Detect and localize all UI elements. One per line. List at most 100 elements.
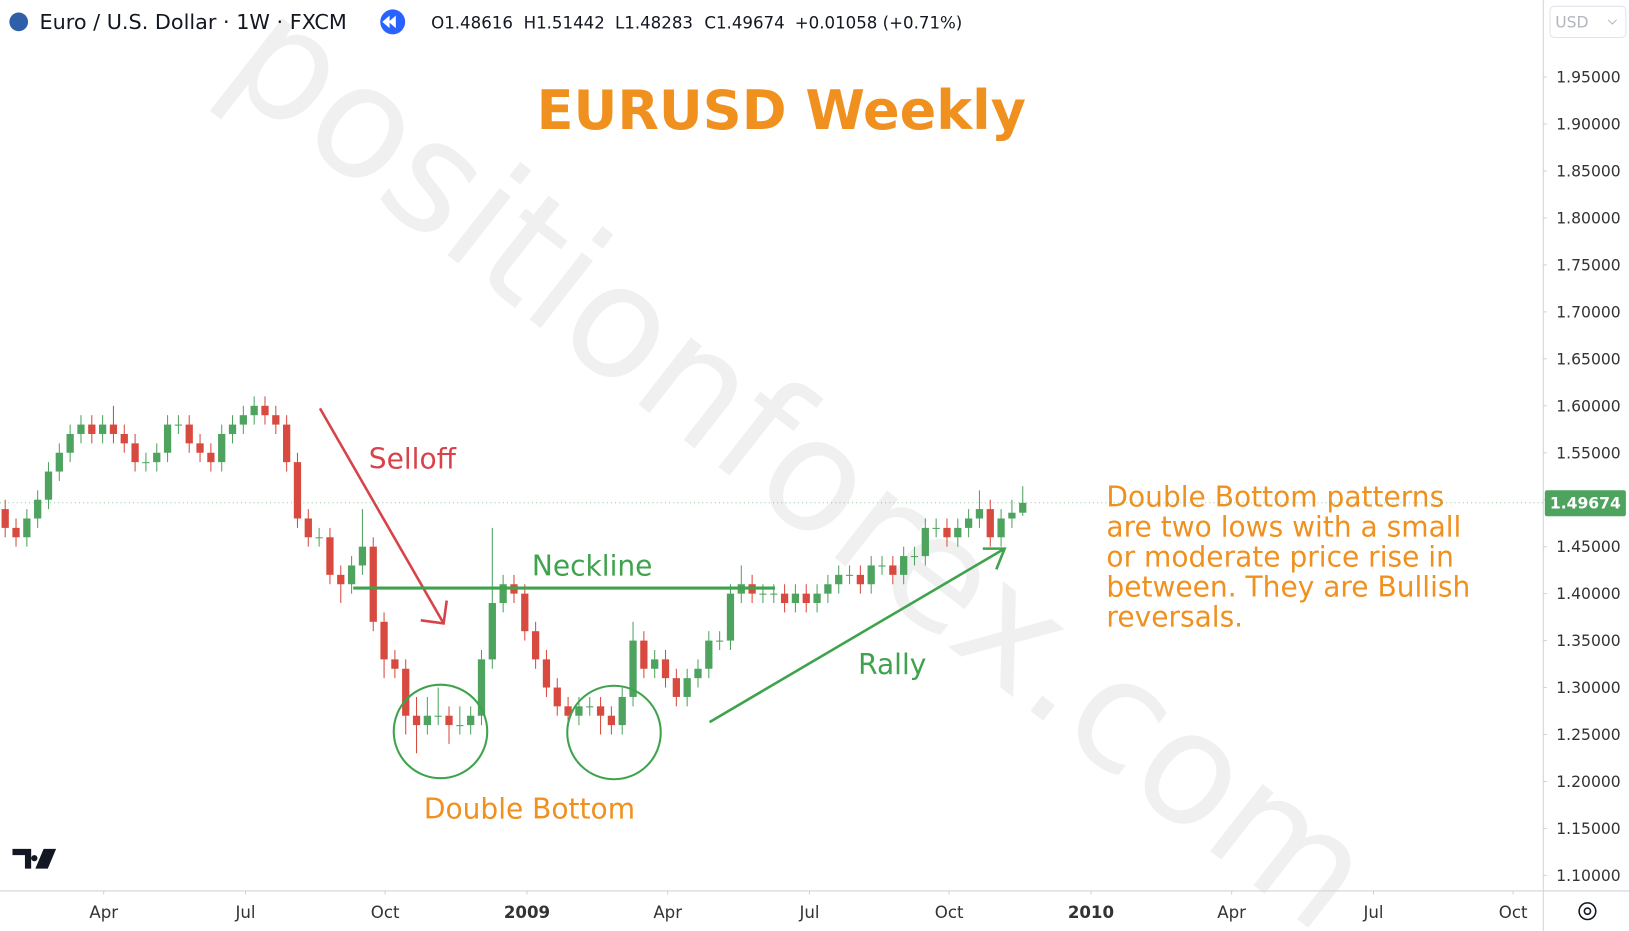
candle-body [683,678,691,697]
candle-body [131,443,139,463]
candle-body [456,725,464,727]
candle-body [239,415,247,425]
candle-body [293,462,302,519]
y-tick-label: 1.10000 [1556,867,1620,885]
dropdown-caret [1607,19,1617,25]
candle-body [34,499,42,519]
candle-body [824,584,832,594]
candles [1,396,1027,754]
candle-body [575,706,583,716]
candle-body [337,574,345,585]
y-tick-label: 1.85000 [1556,163,1620,181]
candle-body [174,424,183,426]
candle-body [921,527,929,557]
candle-body [1019,502,1027,513]
candle-body [358,546,367,566]
symbol: Euro / U.S. Dollar · 1W · FXCM [39,10,346,34]
y-tick-label: 1.20000 [1556,773,1620,791]
candle-body [889,565,897,575]
ohlc-header: O1.48616 H1.51442 L1.48283 C1.49674 +0.01058… [431,13,962,32]
candle-body [975,509,984,519]
candle-body [77,424,85,434]
candle-body [44,471,53,500]
rally-label: Rally [858,648,926,681]
y-tick-label: 1.40000 [1556,585,1620,603]
candle-body [1008,512,1016,519]
candle-body [499,584,507,604]
candle-body [813,593,821,604]
chart-title: EURUSD Weekly [537,79,1026,142]
note-line: are two lows with a small [1106,511,1461,544]
candle-body [477,659,486,716]
candle-body [347,565,356,585]
ohlc-value: C1.49674 [704,13,784,32]
x-tick-label: Oct [935,903,964,922]
y-tick-label: 1.25000 [1556,726,1620,744]
currency-select[interactable] [1549,5,1627,38]
replay-icon [382,15,396,29]
y-tick-label: 1.45000 [1556,538,1620,556]
candle-body [98,424,107,434]
bottom-circle [566,684,662,781]
candle-body [802,593,810,604]
candle-body [120,433,128,444]
candle-body [153,452,161,463]
candle-body [618,696,626,726]
candle-body [770,593,778,595]
candle-body [380,621,388,660]
y-tick-label: 1.95000 [1556,69,1620,87]
candle-body [564,706,572,716]
candle-body [391,659,399,669]
neckline-label: Neckline [532,549,653,582]
candle-body [12,527,20,538]
candle-body [943,527,951,538]
ohlc-value: L1.48283 [615,13,693,32]
ohlc-value: H1.51442 [524,13,605,32]
candle-body [716,640,724,642]
y-tick-label: 1.90000 [1556,116,1620,134]
candle-body [997,518,1005,538]
x-tick-label: Apr [1217,903,1246,922]
rally-arrow [708,547,1006,724]
candle-body [553,687,561,707]
candle-body [88,424,96,434]
candle-body [109,424,118,434]
header: Euro / U.S. Dollar · 1W · FXCM O1.48616 H… [9,9,962,35]
ohlc-value: +0.01058 (+0.71%) [795,13,963,32]
candle-body [488,603,496,660]
candle-body [780,593,789,604]
x-tick-label: 2010 [1068,903,1114,922]
candle-body [542,659,551,688]
candle-body [23,518,31,538]
candle-body [402,668,410,716]
y-tick-label: 1.80000 [1556,209,1620,227]
y-tick-label: 1.55000 [1556,444,1620,462]
candle-body [867,565,875,585]
x-tick-label: Apr [89,903,118,922]
candle-body [878,565,886,567]
rally-arrowhead [982,547,1007,570]
candle-body [66,433,74,453]
x-tick-label: Oct [1499,903,1528,922]
settings-icon [1583,907,1592,916]
candle-body [521,593,529,632]
settings-button[interactable] [1578,902,1597,921]
symbol-icon [9,12,29,32]
candle-body [900,556,908,575]
candle-body [55,452,63,472]
y-tick-label: 1.15000 [1556,820,1620,838]
x-tick-label: 2009 [504,903,550,922]
candle-body [954,527,962,538]
bottom-circle [392,683,489,780]
candle-body [672,678,680,697]
x-tick-label: Oct [371,903,400,922]
candle-body [964,518,973,528]
candle-body [369,546,377,622]
x-tick-label: Jul [1362,903,1383,922]
note-line: Double Bottom patterns [1106,481,1444,514]
candle-body [207,452,215,463]
candle-body [835,574,843,585]
candle-body [856,574,865,585]
